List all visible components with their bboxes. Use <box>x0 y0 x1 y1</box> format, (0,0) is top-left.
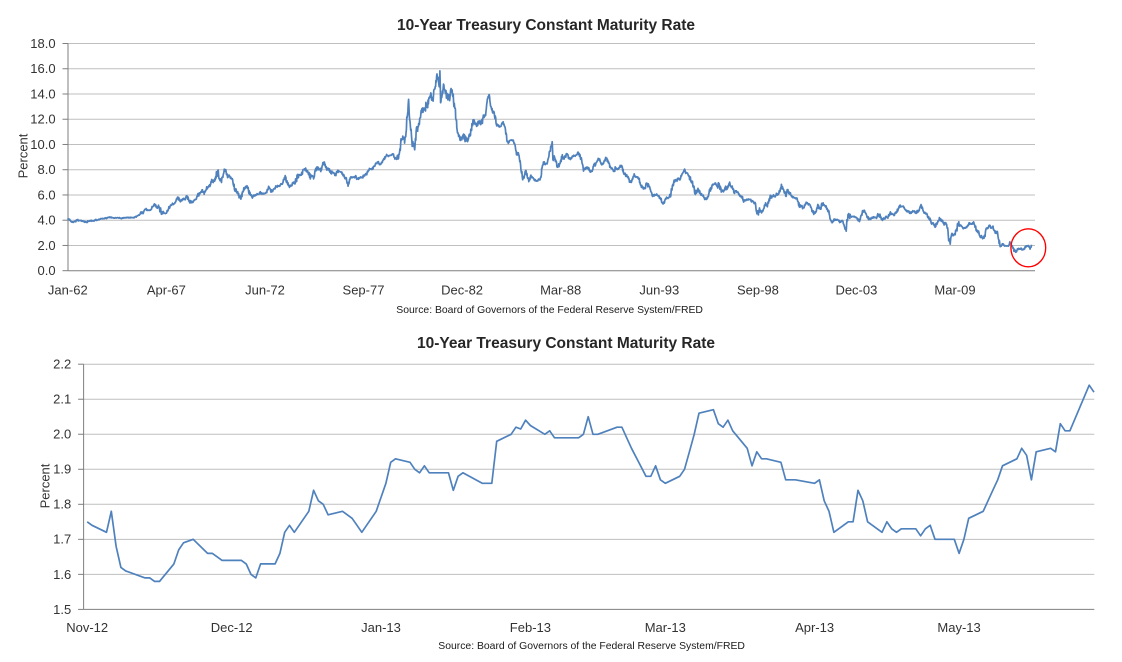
svg-text:10-Year Treasury Constant Matu: 10-Year Treasury Constant Maturity Rate <box>417 335 715 352</box>
svg-text:Jun-72: Jun-72 <box>245 283 285 298</box>
svg-text:12.0: 12.0 <box>30 112 55 127</box>
svg-text:0.0: 0.0 <box>38 263 56 278</box>
svg-text:Jan-62: Jan-62 <box>48 283 88 298</box>
svg-text:10-Year Treasury Constant Matu: 10-Year Treasury Constant Maturity Rate <box>397 17 695 34</box>
svg-text:Mar-13: Mar-13 <box>645 620 686 635</box>
svg-text:1.6: 1.6 <box>53 567 71 582</box>
svg-text:Apr-67: Apr-67 <box>147 283 186 298</box>
svg-text:2.0: 2.0 <box>53 427 71 442</box>
svg-text:Percent: Percent <box>38 463 53 508</box>
svg-text:Sep-98: Sep-98 <box>737 283 779 298</box>
svg-text:Dec-03: Dec-03 <box>835 283 877 298</box>
svg-text:1.9: 1.9 <box>53 462 71 477</box>
svg-text:1.7: 1.7 <box>53 532 71 547</box>
svg-text:10.0: 10.0 <box>30 137 55 152</box>
svg-text:Feb-13: Feb-13 <box>510 620 551 635</box>
svg-text:Mar-09: Mar-09 <box>934 283 975 298</box>
svg-text:Dec-12: Dec-12 <box>211 620 253 635</box>
svg-text:Jan-13: Jan-13 <box>361 620 401 635</box>
svg-text:14.0: 14.0 <box>30 86 55 101</box>
svg-text:2.0: 2.0 <box>38 238 56 253</box>
svg-text:1.8: 1.8 <box>53 497 71 512</box>
svg-text:16.0: 16.0 <box>30 61 55 76</box>
svg-text:Percent: Percent <box>16 133 31 178</box>
svg-text:2.1: 2.1 <box>53 392 71 407</box>
svg-text:Mar-88: Mar-88 <box>540 283 581 298</box>
svg-text:18.0: 18.0 <box>30 36 55 51</box>
svg-text:Jun-93: Jun-93 <box>639 283 679 298</box>
svg-text:Source: Board of Governors of: Source: Board of Governors of the Federa… <box>438 641 745 652</box>
svg-text:Dec-82: Dec-82 <box>441 283 483 298</box>
svg-text:6.0: 6.0 <box>38 187 56 202</box>
svg-text:1.5: 1.5 <box>53 602 71 617</box>
svg-text:Sep-77: Sep-77 <box>343 283 385 298</box>
svg-text:Nov-12: Nov-12 <box>66 620 108 635</box>
svg-text:4.0: 4.0 <box>38 213 56 228</box>
svg-text:8.0: 8.0 <box>38 162 56 177</box>
svg-text:Apr-13: Apr-13 <box>795 620 834 635</box>
svg-text:May-13: May-13 <box>937 620 980 635</box>
svg-text:Source: Board of Governors of: Source: Board of Governors of the Federa… <box>396 305 703 316</box>
svg-text:2.2: 2.2 <box>53 357 71 372</box>
